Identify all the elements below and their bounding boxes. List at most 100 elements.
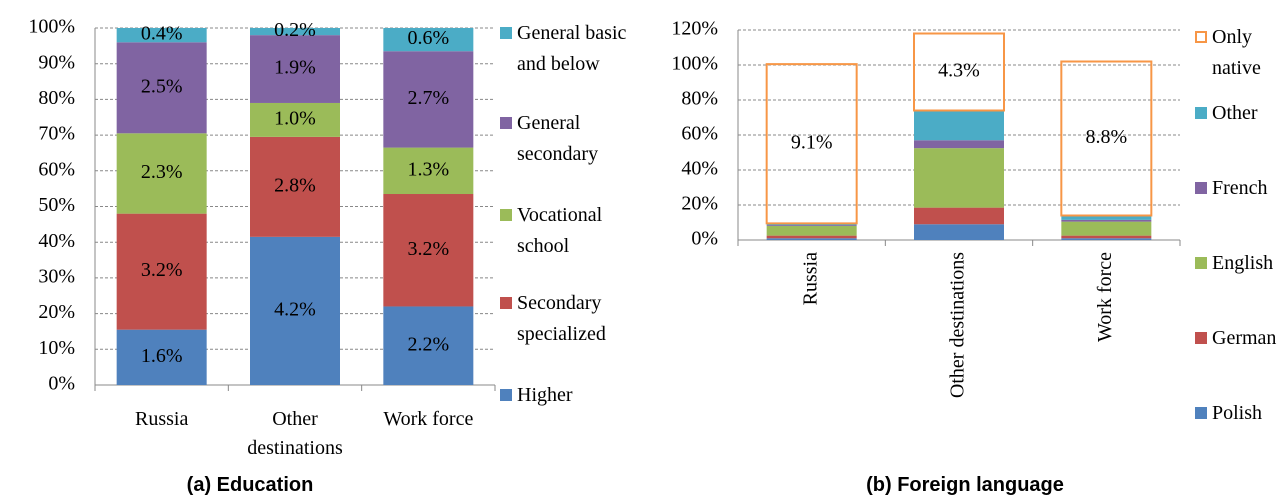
data-label: 2.7% [407,87,449,109]
y-tick-label: 40% [681,158,718,180]
bar-segment [1061,221,1152,236]
y-tick-label: 20% [38,301,75,323]
y-tick-label: 120% [671,18,718,40]
bar-segment [913,32,1005,112]
data-label: 2.5% [141,75,183,97]
data-label: 8.8% [1085,126,1127,148]
legend-entry: Other [1195,98,1280,129]
data-label: 1.3% [407,158,449,180]
bar-segment [116,28,207,43]
bar-segment [116,329,207,385]
y-tick-label: 0% [691,228,718,250]
data-label: 1.6% [141,345,183,367]
legend-label: Higher [517,384,573,406]
x-tick-label: Work force [383,408,474,430]
chart-title: (a) Education [186,474,314,496]
legend-label: Other [1212,102,1258,124]
data-label: 0.2% [274,19,316,41]
legend-swatch [1195,257,1207,269]
data-label: 3.2% [407,238,449,260]
data-label: 2.3% [141,161,183,183]
y-tick-label: 90% [38,51,75,73]
legend-label: English [1212,252,1274,274]
chart-title: (b) Foreign language [866,474,1064,496]
bar-segment [914,224,1004,240]
data-label: 1.0% [274,108,316,130]
x-tick-label: Russia [799,252,821,305]
bar-segment [383,28,474,52]
bar-segment [914,207,1004,225]
bar-segment [914,110,1004,141]
bar-segment [766,235,857,239]
x-tick-label: Other destinations [247,408,343,459]
bar-segment [116,42,207,134]
bar-segment [1061,215,1152,220]
legend-entry: French [1195,173,1280,204]
y-tick-label: 70% [38,123,75,145]
data-label: 0.4% [141,23,183,45]
legend-swatch [500,27,512,39]
data-label: 3.2% [141,259,183,281]
bar-segment [1060,60,1153,217]
legend-label: Polish [1212,402,1263,424]
bar-segment [250,136,340,237]
x-tick-label: Other destinations [947,252,969,398]
bar-segment [914,140,1004,149]
legend-entry: Higher [500,380,629,411]
x-tick-label: Russia [134,408,189,430]
legend-label: Secondary specialized [517,292,606,345]
data-label: 0.6% [407,27,449,49]
bar-segment [766,226,857,236]
y-tick-label: 30% [38,265,75,287]
bar-segment [1061,235,1152,239]
bar-segment [116,213,207,330]
y-tick-label: 80% [38,87,75,109]
data-label: 1.9% [274,57,316,79]
legend-swatch [1195,31,1207,43]
legend-swatch [500,117,512,129]
legend-swatch [1195,332,1207,344]
bar-segment [116,133,207,214]
legend-entry: Vocational school [500,200,629,262]
bar-segment [766,225,857,226]
legend-swatch [500,389,512,401]
legend-label: General basic and below [517,22,627,75]
y-tick-label: 100% [671,53,718,75]
y-tick-label: 0% [48,373,75,395]
legend-entry: Secondary specialized [500,288,629,350]
data-label: 4.2% [274,299,316,321]
bar-segment [383,51,474,148]
bar-segment [766,238,857,240]
y-tick-label: 100% [28,16,75,38]
legend-swatch [1195,182,1207,194]
bar-segment [1061,219,1152,222]
legend-label: Vocational school [517,204,603,257]
y-tick-label: 80% [681,88,718,110]
bar-segment [1061,238,1152,240]
legend-entry: Polish [1195,398,1280,429]
bar-segment [250,35,340,103]
legend-label: Only native [1212,26,1261,79]
legend-entry: English [1195,248,1280,279]
legend-entry: German [1195,323,1280,354]
data-label: 4.3% [938,60,980,82]
x-tick-label: Work force [1094,252,1116,342]
legend-entry: Only native [1195,22,1280,84]
y-tick-label: 50% [38,194,75,216]
bar-segment [383,194,474,307]
data-label: 9.1% [791,131,833,153]
legend-entry: General secondary [500,108,629,170]
y-tick-label: 40% [38,230,75,252]
bar-segment [383,147,474,195]
legend-label: German [1212,327,1277,349]
legend-label: General secondary [517,112,599,165]
bar-segment [914,148,1004,208]
y-tick-label: 10% [38,337,75,359]
bar-segment [383,306,474,385]
y-tick-label: 60% [38,158,75,180]
y-tick-label: 60% [681,123,718,145]
legend-swatch [1195,107,1207,119]
legend-swatch [500,209,512,221]
